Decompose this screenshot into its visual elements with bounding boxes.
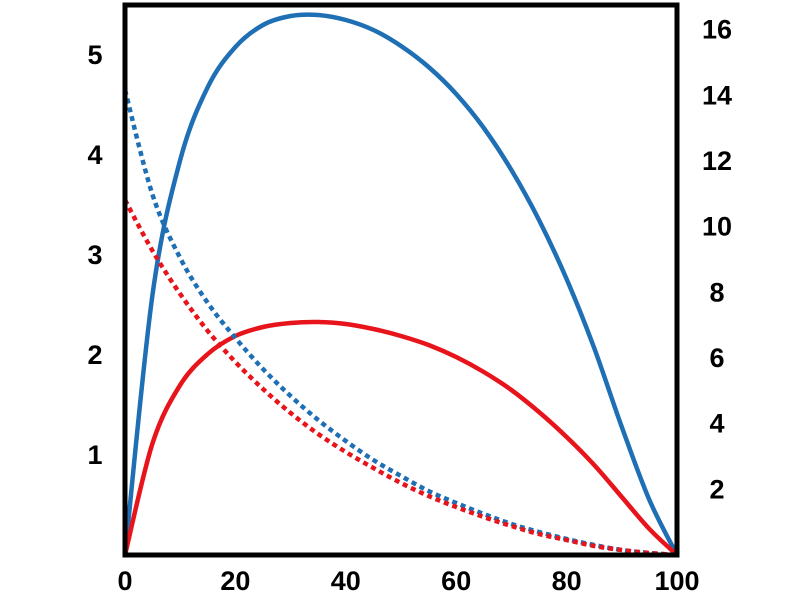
y-left-tick-label: 5 [87, 40, 102, 70]
series-line-blue-solid [122, 12, 680, 557]
series-line-blue-dotted [122, 89, 678, 558]
y-left-tick-label: 1 [87, 440, 102, 470]
y-left-tick-label: 3 [87, 240, 102, 270]
y-right-tick-label: 6 [709, 343, 724, 373]
y-right-tick-label: 4 [709, 409, 724, 439]
x-tick-label: 20 [220, 566, 250, 596]
series-line-red-dotted [123, 198, 678, 558]
y-right-tick-label: 12 [702, 146, 732, 176]
x-tick-label: 100 [654, 566, 699, 596]
x-tick-label: 80 [552, 566, 582, 596]
y-right-tick-label: 2 [709, 474, 724, 504]
y-right-tick-label: 10 [702, 212, 732, 242]
series-line-red-solid [122, 319, 679, 557]
y-right-tick-label: 8 [709, 277, 724, 307]
y-right-tick-label: 14 [702, 80, 732, 110]
x-tick-label: 40 [331, 566, 361, 596]
plot-frame [122, 2, 680, 558]
x-tick-label: 60 [441, 566, 471, 596]
y-left-tick-label: 2 [87, 340, 102, 370]
x-tick-label: 0 [117, 566, 132, 596]
series-layer [122, 12, 680, 558]
y-left-tick-label: 4 [87, 140, 102, 170]
y-right-tick-label: 16 [702, 15, 732, 45]
